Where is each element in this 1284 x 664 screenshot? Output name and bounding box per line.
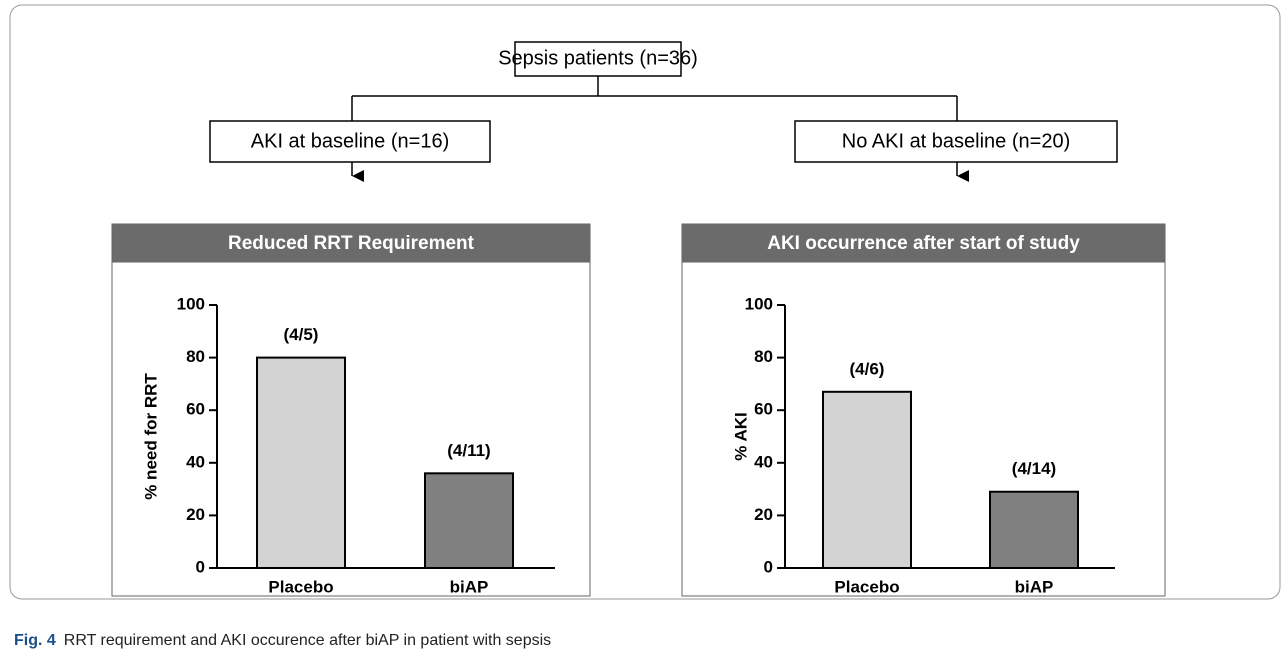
y-tick-label: 100 [745,294,773,313]
panel [681,223,1166,597]
bar [989,490,1079,570]
y-tick-label: 40 [186,452,205,471]
branch-box [209,120,491,163]
frame [9,4,1281,600]
y-tick-label: 20 [754,505,773,524]
y-tick-label: 80 [754,347,773,366]
x-tick-label: biAP [1015,577,1054,596]
panel-header [111,223,591,263]
value-label: (4/14) [1012,459,1056,478]
caption-label: Fig. 4 [14,632,56,649]
panel-header [681,223,1166,263]
branch-label: AKI at baseline (n=16) [251,130,449,152]
y-tick-label: 0 [764,557,773,576]
root-label: Sepsis patients (n=36) [498,47,698,69]
branch-box [794,120,1118,163]
panel-title: AKI occurrence after start of study [767,233,1080,254]
x-tick-label: biAP [450,577,489,596]
bar [424,472,514,570]
caption-text: RRT requirement and AKI occurence after … [64,632,551,649]
value-label: (4/5) [284,325,319,344]
connector [351,76,958,121]
y-tick-label: 60 [186,400,205,419]
value-label: (4/11) [447,441,490,460]
y-tick-label: 20 [186,505,205,524]
y-tick-label: 0 [196,557,205,576]
y-tick-label: 40 [754,452,773,471]
branch-label: No AKI at baseline (n=20) [842,130,1070,152]
bar [822,390,912,570]
x-tick-label: Placebo [834,577,899,596]
bar [256,356,346,569]
y-axis-label: % need for RRT [141,373,160,500]
panel-title: Reduced RRT Requirement [228,233,475,254]
y-axis-label: % AKI [731,412,750,461]
x-tick-label: Placebo [268,577,333,596]
panel [111,223,591,597]
y-tick-label: 60 [754,400,773,419]
caption: Fig. 4 RRT requirement and AKI occurence … [14,632,551,649]
y-tick-label: 80 [186,347,205,366]
y-tick-label: 100 [177,294,205,313]
value-label: (4/6) [850,359,885,378]
